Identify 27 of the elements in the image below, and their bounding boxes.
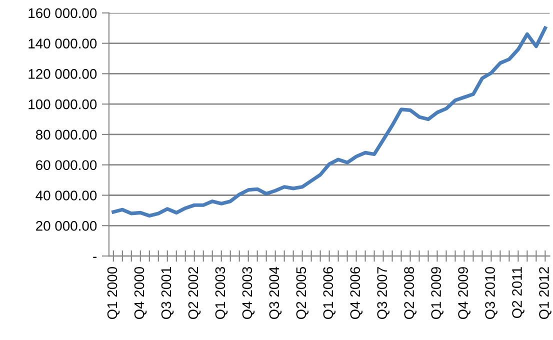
x-tick-label: Q4 2006: [350, 267, 363, 320]
x-tick-label: Q1 2012: [539, 267, 552, 320]
x-tick-label: Q4 2009: [458, 267, 470, 320]
y-tick-label: 20 000.00: [36, 220, 97, 231]
x-tick-label: Q1 2006: [323, 267, 336, 320]
x-tick-label: Q1 2000: [107, 266, 120, 320]
x-tick-label: Q2 2011: [512, 267, 524, 318]
y-tick-label: 100 000.00: [28, 99, 97, 110]
x-tick-label: Q3 2010: [485, 266, 498, 320]
y-tick-label: 120 000.00: [28, 69, 97, 79]
y-tick-label: 40 000.00: [36, 190, 97, 200]
x-tick-label: Q1 2003: [215, 267, 228, 320]
x-tick-label: Q3 2001: [161, 267, 174, 320]
line-series: [112, 26, 547, 218]
x-tick-label: Q2 2005: [296, 267, 309, 320]
x-tick-label: Q2 2002: [188, 267, 201, 320]
x-tick-label: Q2 2008: [404, 267, 416, 320]
y-tick-label: 140 000.00: [28, 38, 97, 48]
y-tick-label: 160 000.00: [28, 8, 97, 18]
x-tick-label: Q1 2009: [431, 267, 444, 320]
y-tick-label: -: [93, 256, 97, 258]
y-tick-label: 60 000.00: [36, 160, 97, 170]
x-tick-label: Q3 2007: [377, 267, 390, 320]
x-tick-label: Q4 2000: [134, 266, 147, 320]
y-tick-label: 80 000.00: [36, 130, 97, 140]
x-tick-label: Q4 2003: [242, 267, 255, 320]
x-tick-label: Q3 2004: [269, 266, 282, 320]
